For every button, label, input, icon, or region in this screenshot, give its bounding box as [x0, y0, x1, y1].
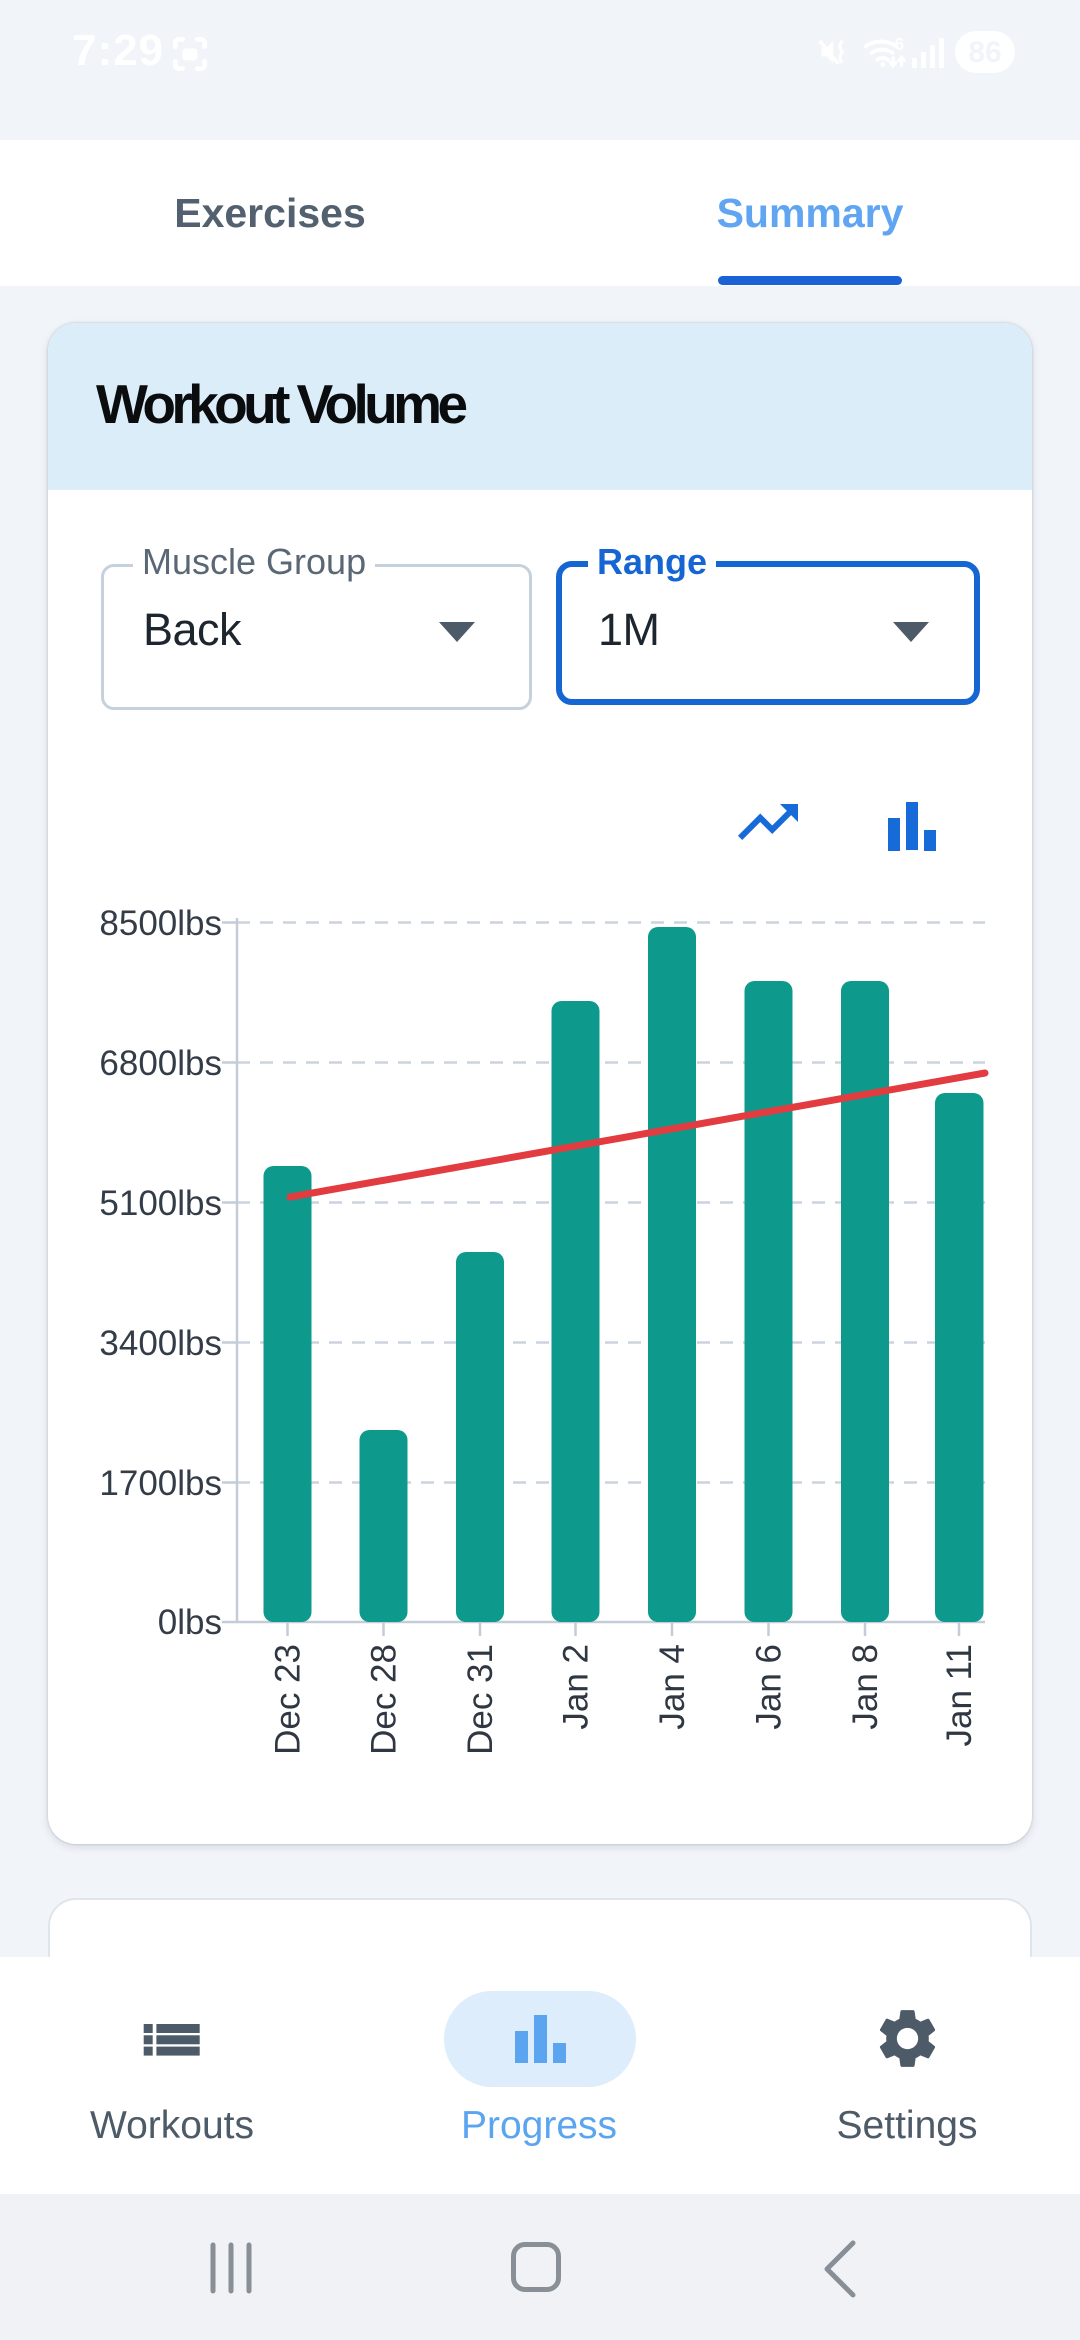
svg-text:Jan 2: Jan 2 [557, 1644, 596, 1730]
svg-text:0lbs: 0lbs [158, 1603, 222, 1642]
svg-text:Jan 8: Jan 8 [846, 1644, 885, 1730]
svg-text:6800lbs: 6800lbs [99, 1044, 222, 1083]
svg-text:Jan 11: Jan 11 [940, 1644, 979, 1747]
svg-text:1700lbs: 1700lbs [99, 1464, 222, 1503]
svg-text:8500lbs: 8500lbs [99, 904, 222, 943]
svg-text:5100lbs: 5100lbs [99, 1184, 222, 1223]
svg-text:Dec 28: Dec 28 [365, 1644, 404, 1755]
svg-text:Dec 31: Dec 31 [461, 1644, 500, 1755]
svg-text:6: 6 [895, 34, 905, 54]
svg-text:Jan 6: Jan 6 [750, 1644, 789, 1730]
svg-text:3400lbs: 3400lbs [99, 1324, 222, 1363]
svg-text:Jan 4: Jan 4 [653, 1644, 692, 1730]
svg-text:Dec 23: Dec 23 [269, 1644, 308, 1755]
